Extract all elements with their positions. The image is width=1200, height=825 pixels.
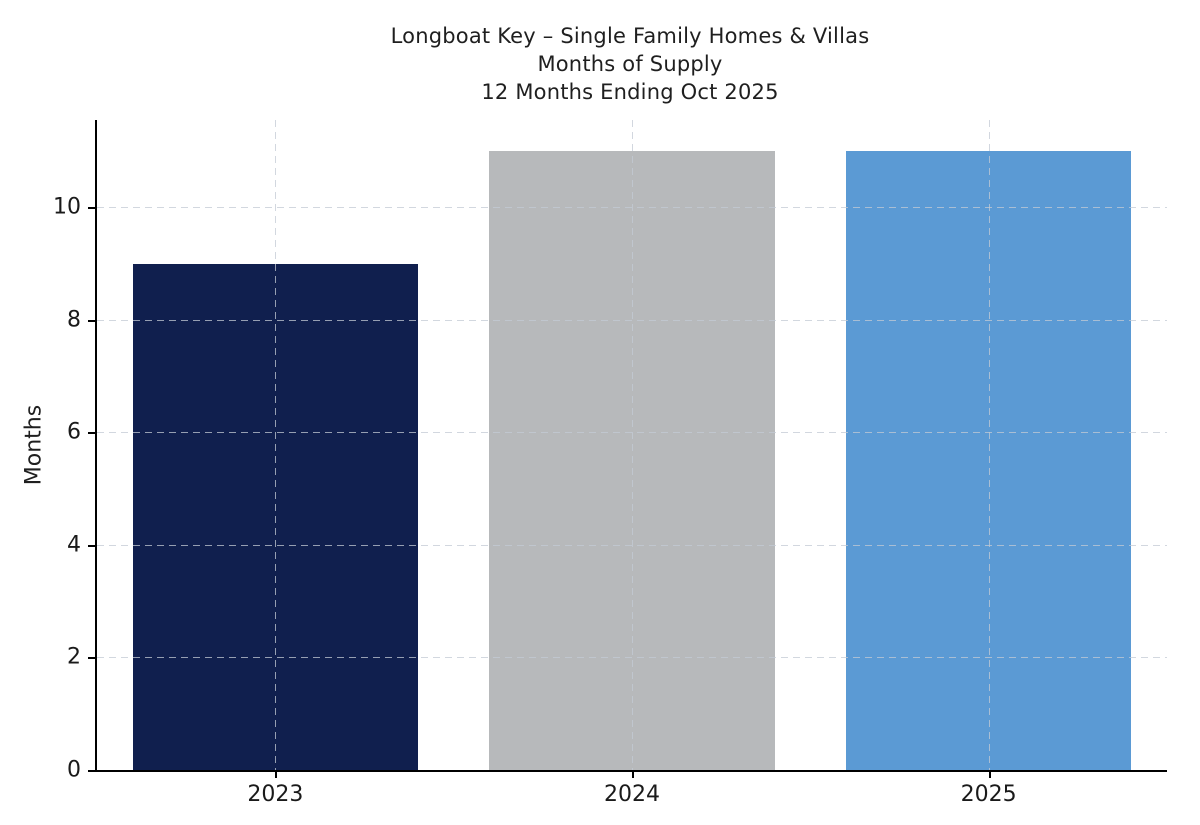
y-tick-mark: [88, 657, 97, 660]
y-tick-mark: [88, 770, 97, 772]
chart-title-line-3: 12 Months Ending Oct 2025: [481, 80, 779, 104]
y-tick-label: 2: [67, 644, 81, 670]
bar-2023: [132, 263, 418, 770]
y-tick-label: 10: [53, 194, 81, 220]
bar-2025: [846, 150, 1132, 770]
y-tick-mark: [88, 544, 97, 547]
x-tick-mark: [988, 770, 991, 778]
chart-title-line-2: Months of Supply: [537, 52, 723, 76]
plot-area: 0 2 4 6 8 10 2023 2024 2025: [53, 120, 1167, 807]
x-tick-label: 2023: [247, 782, 304, 807]
x-tick-label: 2024: [604, 782, 660, 807]
x-tick-mark: [632, 770, 634, 778]
chart-title-line-1: Longboat Key – Single Family Homes & Vil…: [390, 24, 870, 48]
chart-title: Longboat Key – Single Family Homes & Vil…: [95, 22, 1165, 106]
x-tick-label: 2025: [960, 782, 1017, 807]
y-axis-label: Months: [21, 404, 47, 486]
y-tick-label: 8: [67, 307, 81, 333]
y-tick-mark: [88, 432, 97, 435]
y-tick-label: 4: [67, 532, 81, 558]
y-tick-label: 0: [67, 757, 81, 783]
y-tick-mark: [88, 207, 97, 210]
x-tick-mark: [275, 770, 278, 778]
y-tick-mark: [88, 319, 97, 322]
y-tick-label: 6: [67, 419, 81, 445]
bar-2024: [489, 150, 775, 770]
